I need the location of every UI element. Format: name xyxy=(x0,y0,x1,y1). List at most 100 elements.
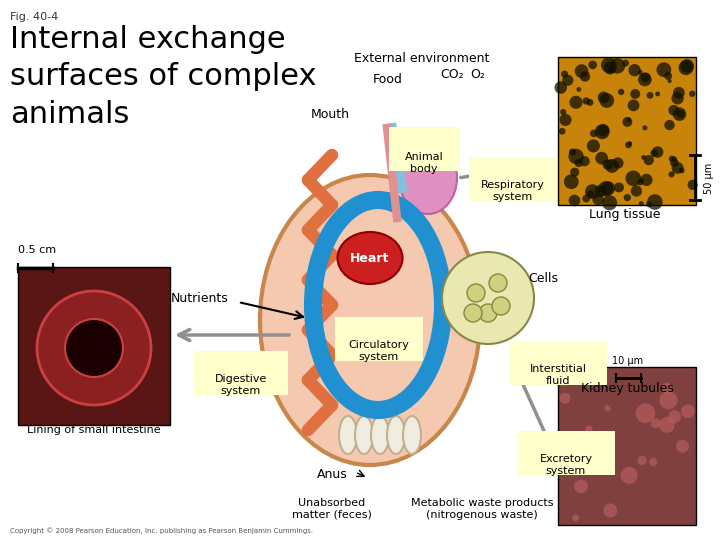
Text: Nutrients: Nutrients xyxy=(170,292,228,305)
Circle shape xyxy=(668,410,681,423)
Text: Anus: Anus xyxy=(318,468,348,481)
Circle shape xyxy=(676,440,689,453)
Circle shape xyxy=(597,124,610,137)
Circle shape xyxy=(681,404,695,418)
Circle shape xyxy=(580,71,590,82)
Circle shape xyxy=(614,183,624,192)
Ellipse shape xyxy=(260,175,480,465)
Circle shape xyxy=(637,180,643,185)
Text: 50 μm: 50 μm xyxy=(704,163,714,194)
Circle shape xyxy=(673,87,685,99)
Text: Kidney tubules: Kidney tubules xyxy=(580,382,673,395)
Circle shape xyxy=(671,157,677,163)
Text: Lung tissue: Lung tissue xyxy=(589,208,661,221)
Circle shape xyxy=(640,174,652,186)
Circle shape xyxy=(560,436,574,450)
Circle shape xyxy=(37,291,151,405)
Circle shape xyxy=(587,190,595,198)
Circle shape xyxy=(582,194,590,202)
Circle shape xyxy=(605,405,611,411)
Circle shape xyxy=(644,155,654,165)
Circle shape xyxy=(650,150,658,157)
Circle shape xyxy=(629,64,641,76)
Circle shape xyxy=(649,458,657,466)
Circle shape xyxy=(575,64,588,78)
Circle shape xyxy=(626,117,631,122)
Text: Cells: Cells xyxy=(528,272,558,285)
Text: Metabolic waste products
(nitrogenous waste): Metabolic waste products (nitrogenous wa… xyxy=(410,498,553,519)
Circle shape xyxy=(670,158,679,167)
Circle shape xyxy=(442,252,534,344)
Circle shape xyxy=(585,426,593,433)
Circle shape xyxy=(588,60,597,69)
Circle shape xyxy=(661,382,672,393)
Circle shape xyxy=(672,107,686,121)
Circle shape xyxy=(665,72,672,80)
Circle shape xyxy=(559,128,566,134)
Circle shape xyxy=(595,152,608,165)
Circle shape xyxy=(598,92,610,103)
Circle shape xyxy=(562,75,573,86)
Circle shape xyxy=(680,59,694,73)
Circle shape xyxy=(464,304,482,322)
Circle shape xyxy=(668,171,675,178)
Circle shape xyxy=(569,436,585,453)
Circle shape xyxy=(582,97,590,105)
Circle shape xyxy=(667,79,672,83)
Text: Unabsorbed
matter (feces): Unabsorbed matter (feces) xyxy=(292,498,372,519)
Circle shape xyxy=(628,141,632,146)
Circle shape xyxy=(595,124,610,139)
Text: Circulatory
system: Circulatory system xyxy=(348,340,410,362)
Text: Mouth: Mouth xyxy=(311,108,350,121)
Text: O₂: O₂ xyxy=(471,68,485,81)
Circle shape xyxy=(593,454,600,461)
Ellipse shape xyxy=(371,416,389,454)
Circle shape xyxy=(626,171,641,186)
FancyBboxPatch shape xyxy=(517,431,615,475)
Circle shape xyxy=(637,456,647,465)
Circle shape xyxy=(65,319,123,377)
Circle shape xyxy=(671,92,684,105)
Circle shape xyxy=(585,184,600,199)
Ellipse shape xyxy=(403,416,421,454)
Circle shape xyxy=(559,114,572,126)
Circle shape xyxy=(603,503,617,517)
Circle shape xyxy=(598,181,613,196)
Circle shape xyxy=(659,417,675,433)
Circle shape xyxy=(625,141,631,148)
FancyBboxPatch shape xyxy=(509,341,607,385)
Circle shape xyxy=(668,105,679,116)
Circle shape xyxy=(646,201,652,207)
Text: Respiratory
system: Respiratory system xyxy=(481,180,545,201)
Ellipse shape xyxy=(338,232,402,284)
Circle shape xyxy=(569,194,580,206)
FancyBboxPatch shape xyxy=(18,267,170,425)
Circle shape xyxy=(660,391,678,409)
Circle shape xyxy=(603,159,613,170)
Circle shape xyxy=(647,92,654,99)
Circle shape xyxy=(647,194,662,210)
Text: 0.5 cm: 0.5 cm xyxy=(18,245,56,255)
Circle shape xyxy=(570,167,580,177)
Circle shape xyxy=(569,148,576,156)
FancyBboxPatch shape xyxy=(558,367,696,525)
Circle shape xyxy=(554,368,572,386)
Circle shape xyxy=(631,185,642,197)
Circle shape xyxy=(577,87,581,92)
Circle shape xyxy=(672,162,683,174)
Circle shape xyxy=(618,89,624,95)
Circle shape xyxy=(688,180,698,190)
Circle shape xyxy=(559,393,570,404)
Text: 10 μm: 10 μm xyxy=(613,356,644,366)
Circle shape xyxy=(564,174,579,189)
Ellipse shape xyxy=(399,142,457,214)
Text: Fig. 40-4: Fig. 40-4 xyxy=(10,12,58,22)
Circle shape xyxy=(595,431,602,437)
Text: CO₂: CO₂ xyxy=(440,68,464,81)
Circle shape xyxy=(678,60,693,75)
Circle shape xyxy=(587,99,593,106)
Ellipse shape xyxy=(387,416,405,454)
Circle shape xyxy=(628,99,639,111)
Circle shape xyxy=(665,120,675,130)
Circle shape xyxy=(574,480,588,494)
